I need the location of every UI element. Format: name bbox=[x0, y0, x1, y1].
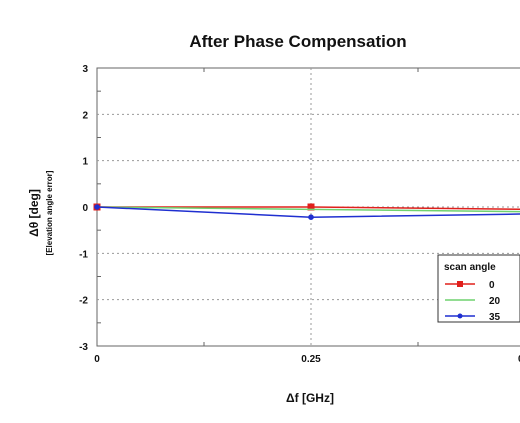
legend-label: 35 bbox=[489, 312, 501, 323]
y-tick-labels: -3 -2 -1 0 1 2 3 bbox=[79, 64, 88, 353]
y-tick-label: 1 bbox=[82, 157, 88, 168]
series-35 bbox=[94, 204, 520, 220]
legend-items: 0 20 35 bbox=[445, 280, 501, 323]
legend-label: 20 bbox=[489, 296, 501, 307]
x-axis-label: Δf [GHz] bbox=[286, 391, 334, 405]
x-tick-label: 0.5 bbox=[518, 354, 520, 365]
legend-marker bbox=[457, 313, 463, 319]
y-tick-label: -1 bbox=[79, 249, 88, 260]
x-tick-label: 0.25 bbox=[301, 354, 321, 365]
legend-item-35: 35 bbox=[445, 312, 501, 323]
data-point bbox=[308, 214, 314, 220]
series-layer bbox=[93, 203, 520, 220]
series-line-20 bbox=[96, 206, 520, 213]
legend-item-0: 0 bbox=[445, 280, 495, 291]
y-axis-sublabel: [Elevation angle error] bbox=[45, 170, 54, 255]
data-point bbox=[307, 203, 315, 211]
legend-box bbox=[437, 254, 520, 323]
legend-marker bbox=[457, 281, 463, 287]
series-20 bbox=[96, 206, 520, 213]
x-tick-labels: 0 0.25 0.5 bbox=[94, 354, 520, 365]
y-tick-label: -2 bbox=[79, 296, 88, 307]
legend-label: 0 bbox=[489, 280, 495, 291]
y-tick-label: 2 bbox=[82, 110, 88, 121]
y-tick-label: 0 bbox=[82, 203, 88, 214]
y-tick-label: -3 bbox=[79, 342, 88, 353]
legend-item-20: 20 bbox=[445, 296, 501, 307]
x-tick-label: 0 bbox=[94, 354, 100, 365]
y-axis-label: Δθ [deg] bbox=[27, 189, 41, 237]
legend: scan angle 0 20 35 bbox=[437, 254, 520, 323]
data-point bbox=[94, 204, 100, 210]
legend-title: scan angle bbox=[444, 262, 496, 273]
chart-title: After Phase Compensation bbox=[189, 32, 406, 51]
y-tick-label: 3 bbox=[82, 64, 88, 75]
